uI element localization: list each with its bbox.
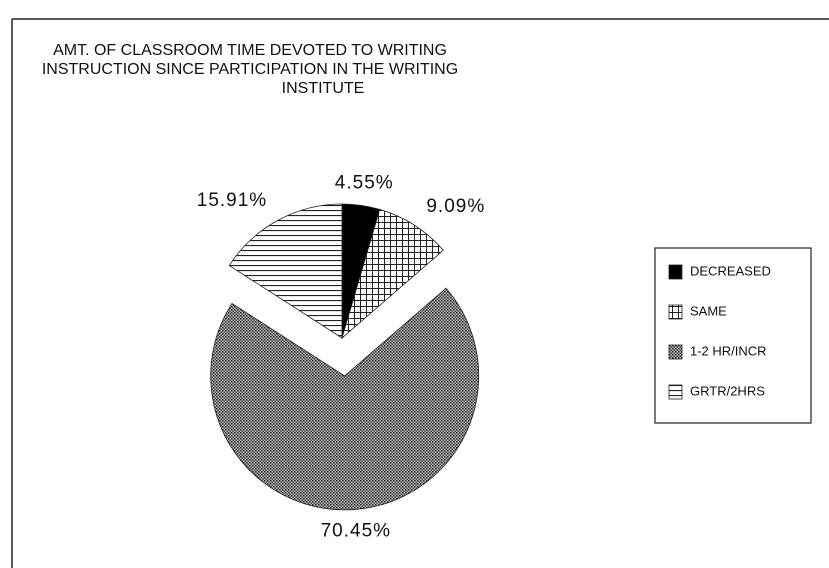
chart-title: AMT. OF CLASSROOM TIME DEVOTED TO WRITIN… bbox=[53, 42, 447, 59]
data-label: 4.55% bbox=[335, 173, 394, 194]
legend-label: SAME bbox=[690, 303, 727, 318]
chart-title: INSTITUTE bbox=[282, 80, 365, 97]
legend-label: GRTR/2HRS bbox=[690, 383, 765, 398]
legend-label: 1-2 HR/INCR bbox=[690, 343, 767, 358]
pie-slice bbox=[341, 208, 444, 340]
pie-slice bbox=[210, 287, 480, 511]
data-label: 70.45% bbox=[321, 521, 391, 542]
legend-swatch bbox=[668, 264, 683, 280]
chart-title: INSTRUCTION SINCE PARTICIPATION IN THE W… bbox=[42, 61, 458, 78]
pie-slice bbox=[228, 203, 343, 339]
legend-label: DECREASED bbox=[690, 263, 771, 278]
data-label: 15.91% bbox=[197, 190, 267, 211]
data-label: 9.09% bbox=[426, 196, 485, 217]
legend-swatch bbox=[668, 304, 683, 320]
legend-swatch bbox=[668, 384, 683, 400]
legend-swatch bbox=[668, 344, 683, 360]
